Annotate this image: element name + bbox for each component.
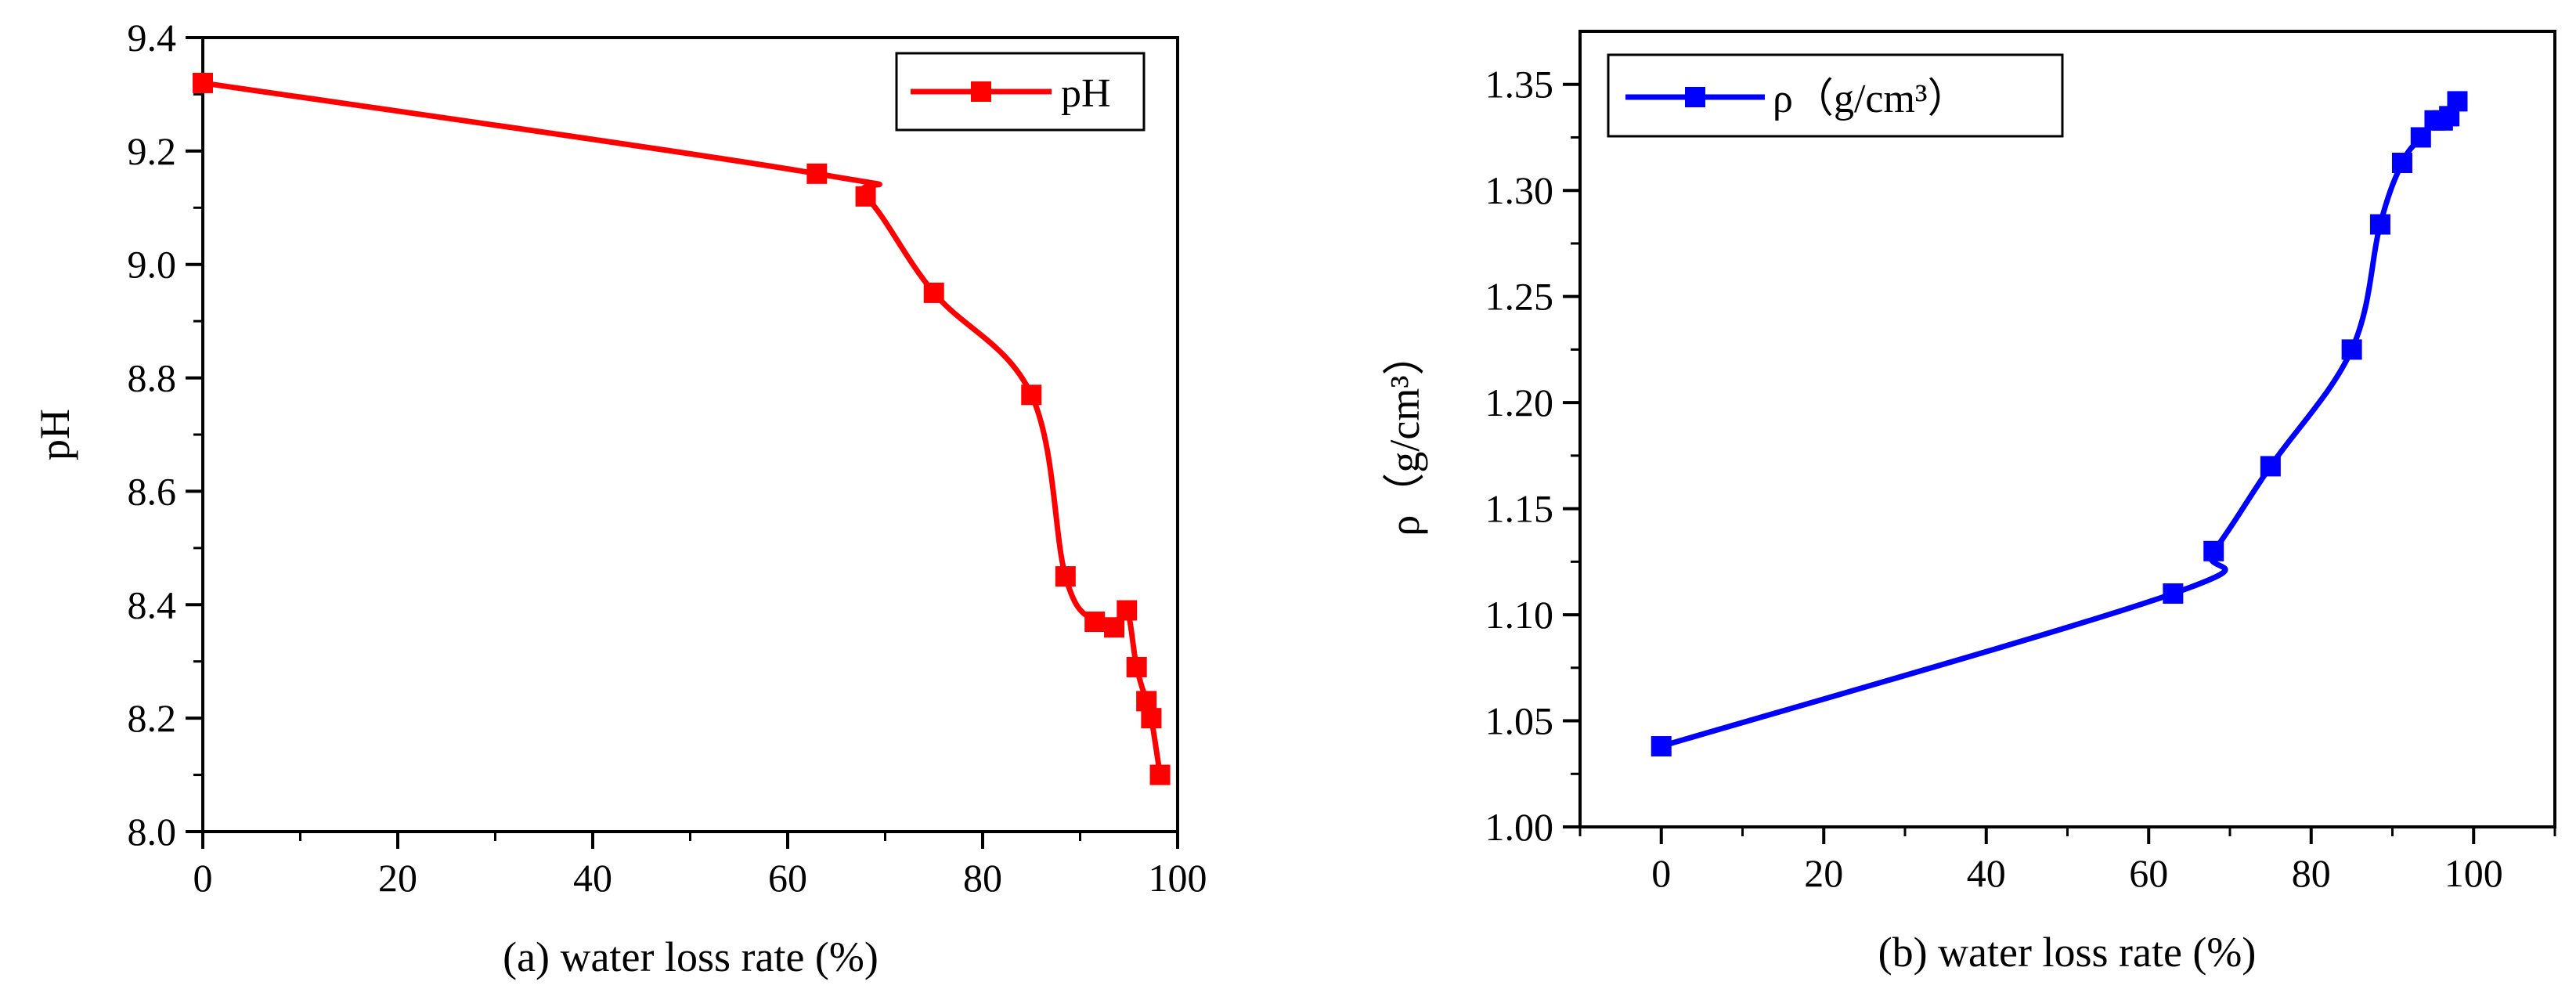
panel-b-markers [1651,91,2468,757]
panel-b: 0 20 40 60 80 100 1.00 1.05 1.10 1.15 1.20 1.25 1.3… [1381,30,2556,976]
data-point-marker [2341,339,2362,360]
data-point-marker [1141,708,1162,729]
data-point-marker [2203,540,2224,561]
y-tick-label: 1.35 [1485,63,1554,106]
y-tick-label: 1.00 [1485,805,1554,849]
panel-b-x-axis-title: (b) water loss rate (%) [1878,929,2257,976]
data-point-marker [2410,127,2431,148]
data-point-marker [2391,152,2412,173]
y-tick-label: 1.25 [1485,275,1554,319]
x-tick-label: 20 [1804,851,1843,895]
x-tick-label: 20 [378,856,417,900]
data-point-marker [193,72,213,93]
y-tick-label: 8.8 [128,356,177,400]
panel-b-legend-marker [1685,87,1705,107]
data-point-marker [2369,214,2390,235]
data-point-marker [855,186,876,207]
panel-b-x-tick-labels: 0 20 40 60 80 100 [1651,851,2503,895]
panel-b-series-line [1658,98,2460,749]
data-point-marker [923,282,944,303]
y-tick-label: 9.0 [128,243,177,287]
panel-a-legend-label: pH [1061,71,1111,116]
x-tick-label: 100 [1149,856,1207,900]
x-tick-label: 60 [2129,851,2168,895]
data-point-marker [2447,91,2468,112]
y-tick-label: 1.30 [1485,168,1554,212]
data-point-marker [2260,456,2281,477]
x-tick-label: 80 [963,856,1002,900]
x-tick-label: 0 [1651,851,1671,895]
panel-a-ticks [186,36,1179,849]
y-tick-label: 9.2 [128,129,177,173]
y-tick-label: 1.20 [1485,381,1554,424]
x-tick-label: 60 [768,856,807,900]
y-tick-label: 8.4 [128,583,177,626]
y-tick-label: 8.6 [128,469,177,513]
data-point-marker [1117,600,1138,621]
panel-b-y-tick-labels: 1.00 1.05 1.10 1.15 1.20 1.25 1.30 1.35 [1485,63,1554,849]
y-tick-label: 1.15 [1485,487,1554,531]
x-tick-label: 0 [193,856,213,900]
data-point-marker [1651,736,1672,757]
x-tick-label: 40 [573,856,612,900]
panel-a-legend-marker [971,81,991,102]
data-point-marker [1084,612,1106,633]
x-tick-label: 80 [2292,851,2331,895]
data-point-marker [1021,384,1042,406]
panel-a-series-line [200,80,1164,778]
data-point-marker [1149,764,1171,785]
x-tick-label: 100 [2444,851,2503,895]
y-tick-label: 1.05 [1485,699,1554,743]
data-point-marker [2163,583,2184,604]
y-tick-label: 1.10 [1485,593,1554,637]
data-point-marker [1055,566,1076,587]
y-tick-label: 8.2 [128,696,177,740]
panel-b-legend: ρ（g/cm³） [1607,53,2064,138]
panel-a-x-axis-title: (a) water loss rate (%) [503,933,879,980]
data-point-marker [806,163,828,184]
data-point-marker [1104,617,1125,638]
data-point-marker [1126,656,1147,677]
panel-a-x-tick-labels: 0 20 40 60 80 100 [193,856,1207,900]
panel-b-legend-label: ρ（g/cm³） [1773,77,1968,121]
panel-a-y-axis-title: pH [31,409,78,460]
panel-a-legend: pH [895,52,1145,132]
data-point-marker [1136,691,1157,712]
panel-b-y-axis-title: ρ（g/cm³） [1381,333,1428,536]
panel-a-markers [193,72,1171,785]
x-tick-label: 40 [1967,851,2006,895]
y-tick-label: 8.0 [128,810,177,854]
panel-a-y-tick-labels: 8.0 8.2 8.4 8.6 8.8 9.0 9.2 9.4 [128,16,177,854]
panel-a-plot-frame [201,36,1179,833]
panel-b-ticks [1563,82,2556,844]
panel-a: 0 20 40 60 80 100 8.0 8.2 8.4 8.6 8.8 9.0 9.2 9.4 (a… [31,16,1207,980]
y-tick-label: 9.4 [128,16,177,60]
